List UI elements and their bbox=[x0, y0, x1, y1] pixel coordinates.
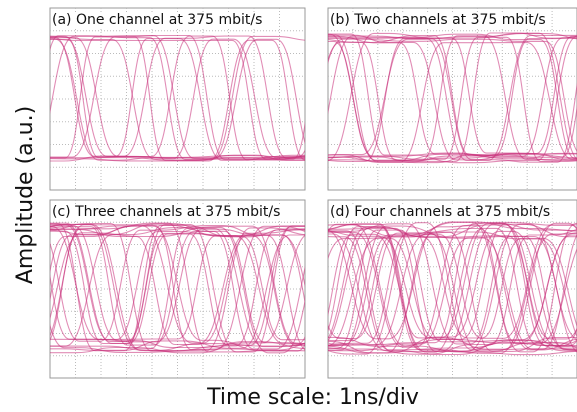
figure: Amplitude (a.u.) Time scale: 1ns/div (a)… bbox=[0, 0, 577, 412]
y-axis-label: Amplitude (a.u.) bbox=[13, 106, 38, 284]
eye-panel: (d) Four channels at 375 mbit/s bbox=[266, 200, 577, 378]
panel-title: (a) One channel at 375 mbit/s bbox=[52, 12, 262, 28]
eye-panel: (b) Two channels at 375 mbit/s bbox=[266, 8, 577, 190]
x-axis-label: Time scale: 1ns/div bbox=[206, 385, 419, 410]
panel-title: (b) Two channels at 375 mbit/s bbox=[330, 12, 546, 28]
panel-title: (d) Four channels at 375 mbit/s bbox=[330, 204, 550, 220]
panel-title: (c) Three channels at 375 mbit/s bbox=[52, 204, 280, 220]
